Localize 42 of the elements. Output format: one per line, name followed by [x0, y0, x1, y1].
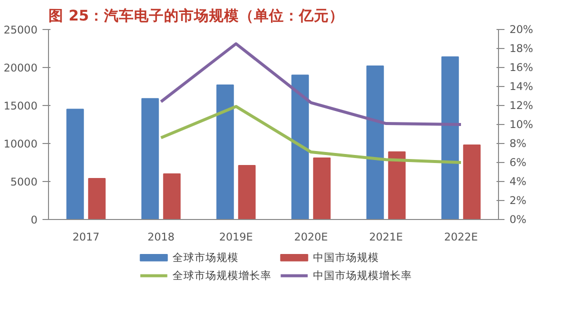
legend-label: 中国市场规模 [313, 251, 380, 264]
y2-tick-label: 10% [510, 118, 534, 131]
y-tick-label: 10000 [4, 138, 38, 150]
y2-tick-label: 2% [510, 194, 526, 207]
legend-label: 中国市场规模增长率 [313, 269, 412, 282]
bar [463, 144, 481, 220]
y-tick-label: 15000 [4, 100, 38, 112]
bar [313, 157, 331, 220]
y2-tick-label: 16% [510, 61, 534, 74]
y2-tick-label: 20% [510, 23, 534, 36]
bar [216, 84, 234, 220]
y-tick-label: 0 [30, 214, 38, 226]
y2-tick-label: 4% [510, 175, 526, 188]
bar [441, 56, 459, 220]
bar [88, 178, 106, 220]
line-series [160, 42, 462, 126]
y-tick-label: 25000 [4, 24, 38, 36]
y2-tick-label: 6% [510, 156, 526, 169]
bar [366, 65, 384, 220]
y-tick-label: 5000 [10, 176, 38, 188]
bar [66, 108, 84, 220]
x-tick-label: 2022E [444, 230, 478, 244]
y2-tick-label: 18% [510, 42, 534, 55]
line-series [160, 104, 462, 164]
x-tick-label: 2018 [147, 230, 175, 244]
bar [238, 165, 256, 220]
bar [291, 74, 309, 220]
x-tick-label: 2017 [72, 230, 100, 244]
y2-tick-label: 8% [510, 137, 526, 150]
legend-label: 全球市场规模 [172, 251, 239, 264]
y2-tick-label: 0% [510, 213, 526, 226]
y2-tick-label: 14% [510, 80, 534, 93]
bar [163, 173, 181, 220]
bar [141, 98, 159, 220]
legend-label: 全球市场规模增长率 [172, 269, 272, 282]
y2-tick-label: 12% [510, 99, 534, 112]
y-tick-label: 20000 [4, 62, 38, 74]
x-tick-label: 2020E [294, 230, 328, 244]
chart-title: 图 25：汽车电子的市场规模（单位：亿元） [48, 6, 344, 24]
x-tick-label: 2021E [369, 230, 404, 244]
x-tick-label: 2019E [219, 230, 254, 244]
bar [388, 151, 406, 220]
